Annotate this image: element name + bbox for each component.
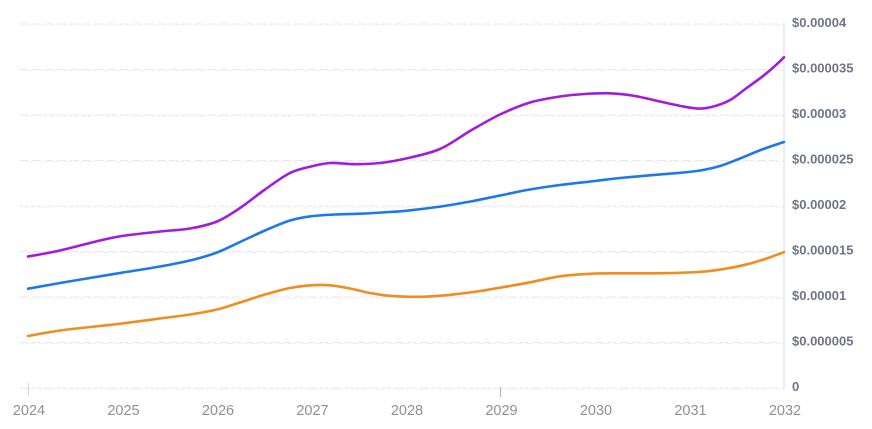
svg-text:$0.00001: $0.00001 xyxy=(792,288,846,303)
svg-text:2028: 2028 xyxy=(391,403,423,419)
svg-text:2030: 2030 xyxy=(580,403,612,419)
svg-text:2031: 2031 xyxy=(674,403,706,419)
svg-text:$0.00004: $0.00004 xyxy=(792,15,847,30)
svg-text:2024: 2024 xyxy=(13,403,45,419)
svg-text:2032: 2032 xyxy=(769,403,801,419)
svg-text:2026: 2026 xyxy=(202,403,234,419)
svg-text:$0.000035: $0.000035 xyxy=(792,60,853,75)
svg-text:2027: 2027 xyxy=(296,403,328,419)
svg-text:$0.00002: $0.00002 xyxy=(792,197,846,212)
svg-text:$0.000025: $0.000025 xyxy=(792,151,853,166)
svg-text:0: 0 xyxy=(792,379,799,394)
svg-text:$0.00003: $0.00003 xyxy=(792,106,846,121)
svg-text:2029: 2029 xyxy=(485,403,517,419)
svg-text:$0.000005: $0.000005 xyxy=(792,333,853,348)
svg-text:$0.000015: $0.000015 xyxy=(792,242,853,257)
svg-text:2025: 2025 xyxy=(107,403,139,419)
